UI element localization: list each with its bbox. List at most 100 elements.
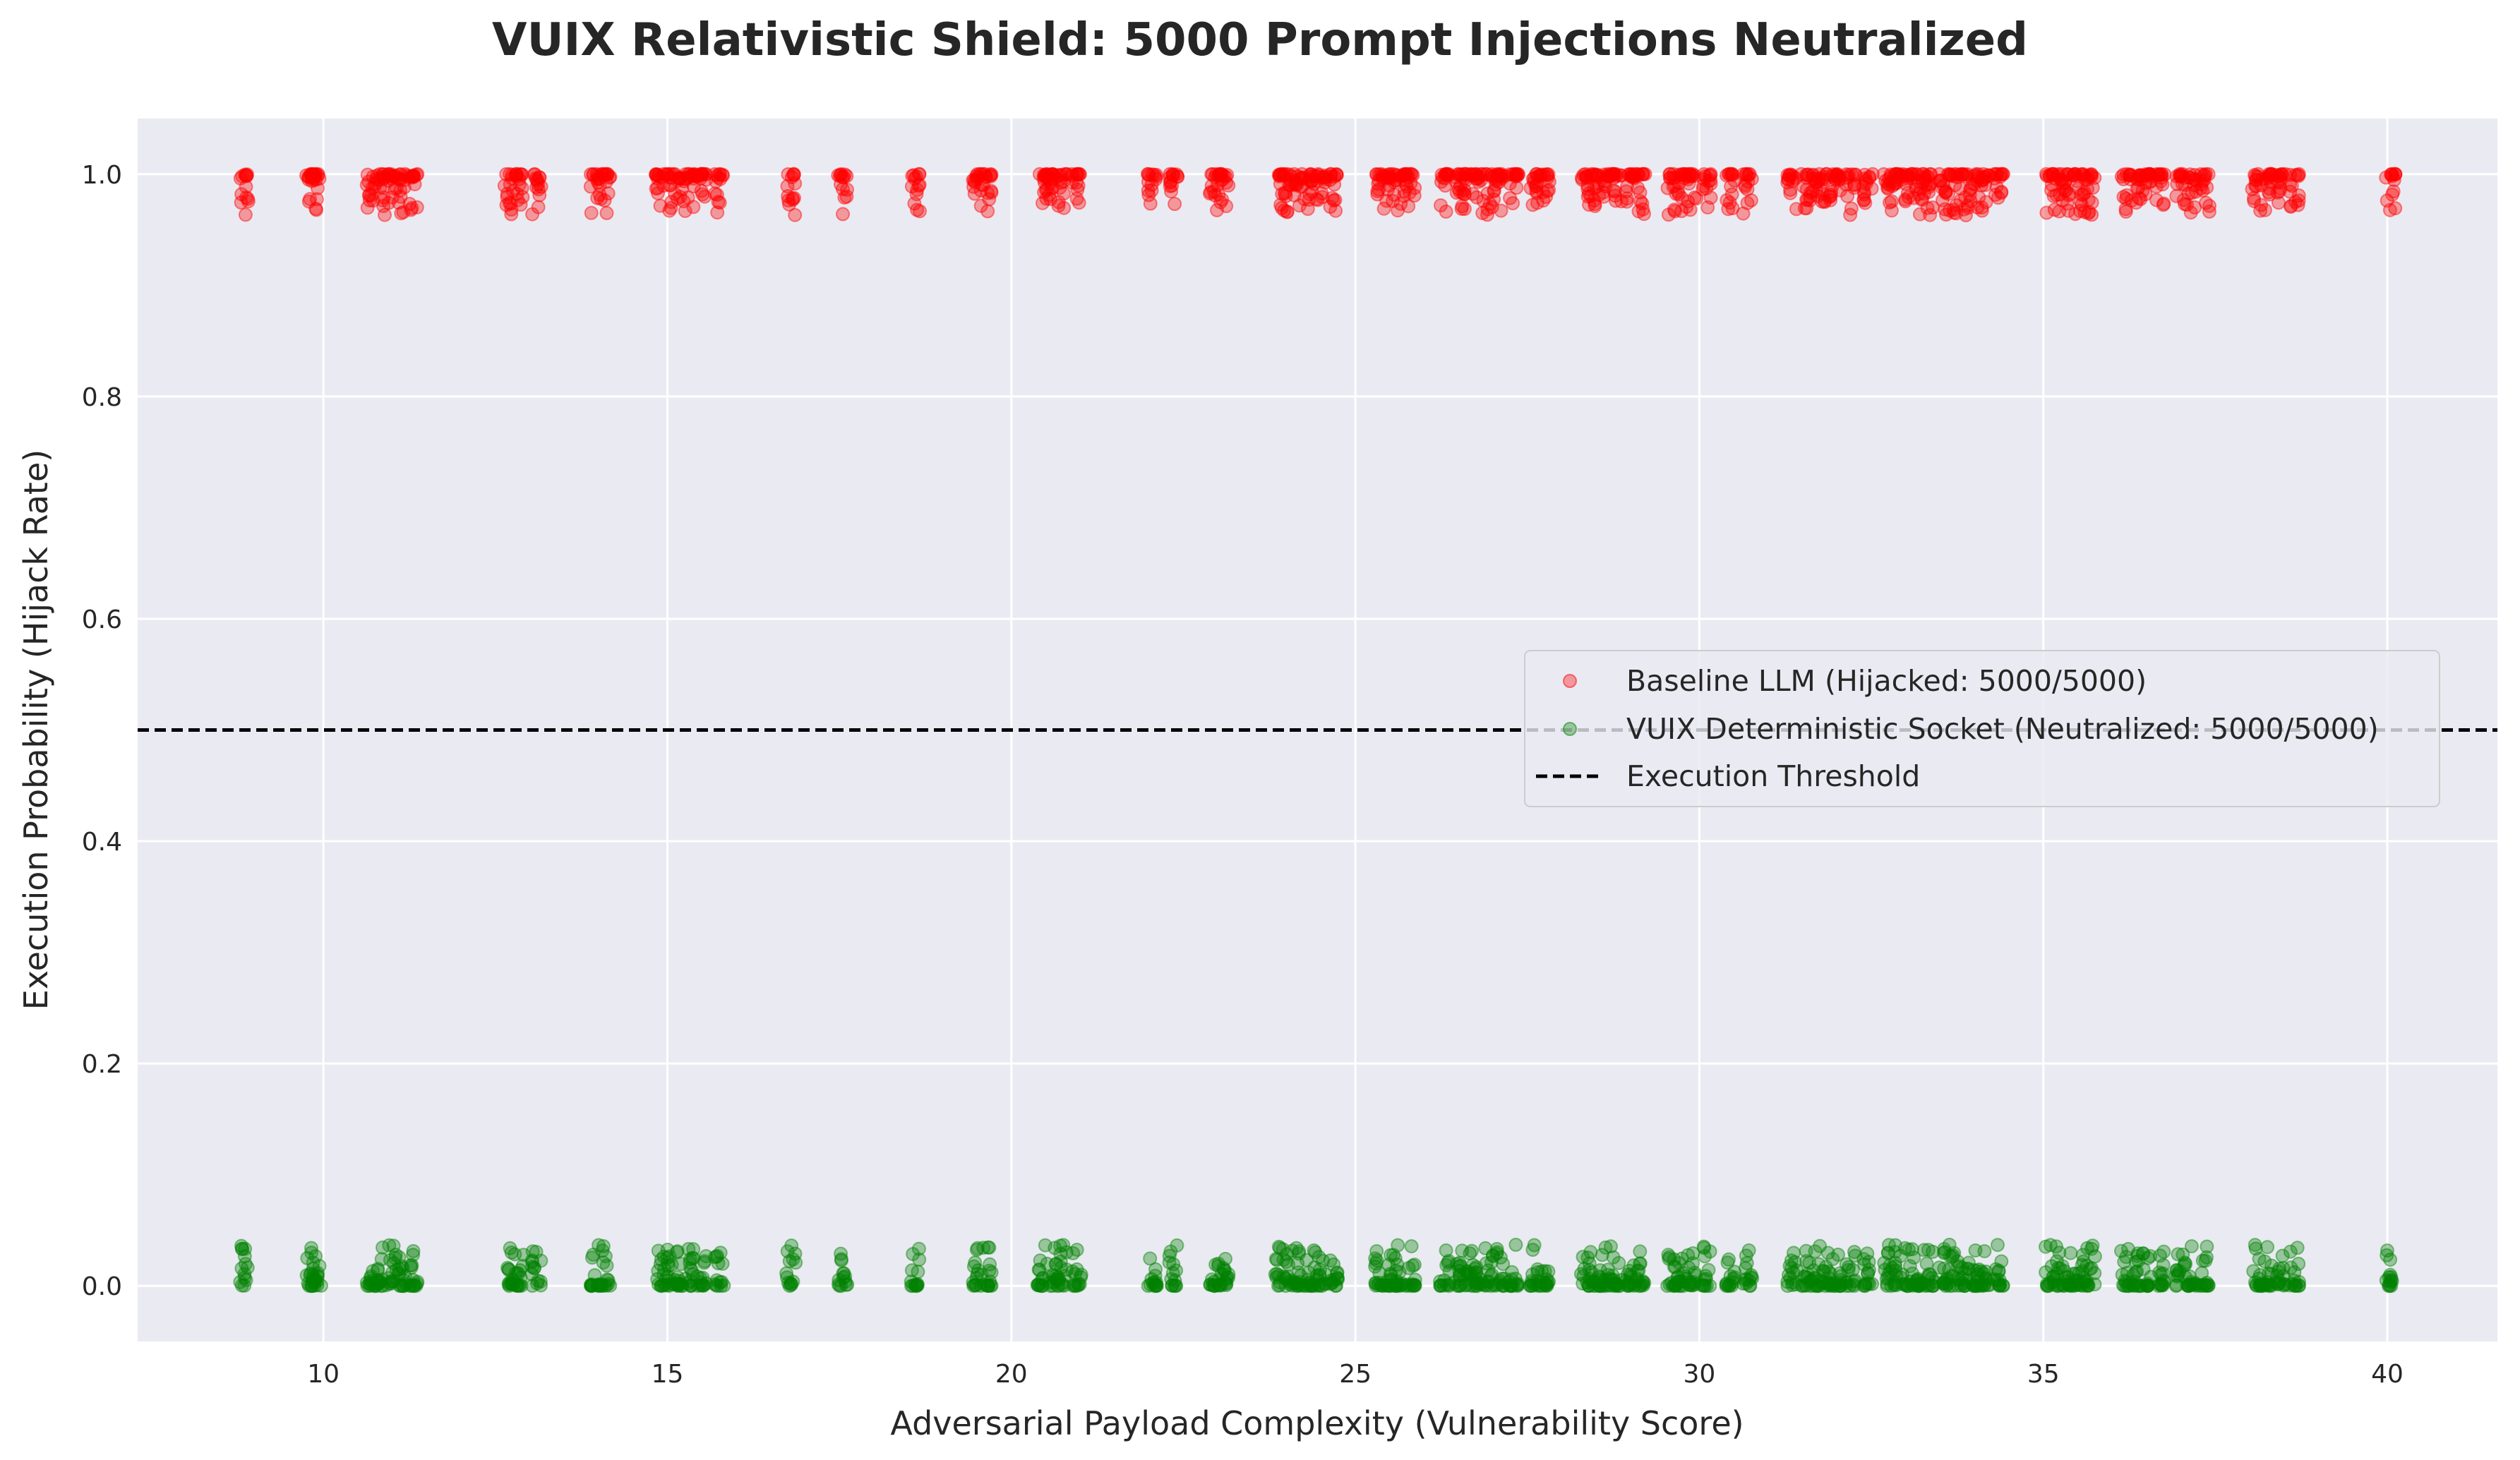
baseline-llm-point — [906, 168, 921, 183]
baseline-llm-point — [1310, 174, 1325, 188]
baseline-llm-point — [1596, 185, 1611, 200]
baseline-llm-point — [653, 198, 668, 213]
baseline-llm-point — [1682, 169, 1696, 184]
baseline-llm-point — [1535, 167, 1549, 182]
baseline-llm-point — [1530, 167, 1544, 181]
baseline-llm-point — [1633, 194, 1648, 209]
vuix-socket-point — [1525, 1243, 1540, 1257]
baseline-llm-point — [527, 167, 542, 181]
baseline-llm-point — [1391, 203, 1405, 218]
baseline-llm-point — [1739, 167, 1753, 181]
baseline-llm-point — [503, 196, 518, 211]
baseline-llm-point — [1397, 167, 1412, 182]
baseline-llm-point — [309, 203, 324, 217]
baseline-llm-point — [2291, 193, 2306, 208]
baseline-llm-point — [1492, 168, 1507, 183]
vuix-socket-point — [2287, 1265, 2302, 1279]
baseline-llm-point — [1323, 173, 1338, 187]
vuix-socket-point — [382, 1238, 397, 1253]
baseline-llm-point — [1457, 202, 1472, 216]
baseline-llm-point — [1621, 167, 1636, 182]
vuix-socket-point — [1052, 1278, 1067, 1293]
baseline-llm-point — [1840, 189, 1855, 203]
baseline-llm-point — [675, 181, 690, 196]
baseline-llm-point — [1369, 167, 1384, 182]
baseline-llm-point — [530, 174, 545, 188]
baseline-llm-point — [529, 171, 543, 186]
baseline-llm-point — [1043, 175, 1057, 190]
baseline-llm-point — [512, 177, 527, 192]
vuix-socket-point — [2248, 1241, 2263, 1256]
baseline-llm-point — [1508, 167, 1523, 182]
baseline-llm-point — [1276, 168, 1291, 183]
vuix-socket-point — [406, 1279, 421, 1293]
baseline-llm-point — [1064, 167, 1079, 181]
vuix-socket-point — [1821, 1265, 1836, 1279]
baseline-llm-point — [1069, 167, 1084, 181]
baseline-llm-point — [500, 190, 515, 205]
baseline-llm-point — [2084, 167, 2099, 181]
baseline-llm-point — [1480, 207, 1494, 222]
baseline-llm-point — [1072, 167, 1086, 181]
baseline-llm-point — [1525, 171, 1540, 186]
baseline-llm-point — [1662, 171, 1677, 186]
baseline-llm-point — [1072, 167, 1086, 181]
vuix-socket-point — [976, 1241, 991, 1255]
baseline-llm-point — [1216, 169, 1231, 183]
baseline-llm-point — [1619, 184, 1633, 199]
baseline-llm-point — [1484, 167, 1499, 181]
baseline-llm-point — [711, 195, 726, 210]
baseline-llm-point — [1785, 174, 1800, 188]
baseline-llm-point — [388, 181, 402, 196]
baseline-llm-point — [707, 167, 722, 181]
baseline-llm-point — [1888, 167, 1902, 181]
baseline-llm-point — [786, 167, 801, 181]
baseline-llm-point — [532, 182, 546, 197]
baseline-llm-point — [839, 169, 854, 183]
baseline-llm-point — [1580, 178, 1595, 193]
y-tick-label: 0.0 — [82, 1272, 122, 1301]
legend-label-vuix: VUIX Deterministic Socket (Neutralized: … — [1626, 712, 2379, 746]
baseline-llm-point — [693, 167, 708, 181]
baseline-llm-point — [1635, 167, 1650, 181]
baseline-llm-point — [1812, 181, 1827, 195]
baseline-llm-point — [1480, 186, 1495, 201]
baseline-llm-point — [1783, 183, 1798, 197]
baseline-llm-point — [1857, 185, 1872, 200]
baseline-llm-point — [1165, 179, 1180, 193]
baseline-llm-point — [1482, 196, 1497, 211]
baseline-llm-point — [1040, 167, 1055, 182]
baseline-llm-point — [1636, 167, 1650, 181]
baseline-llm-point — [1043, 192, 1058, 206]
vuix-socket-point — [1921, 1243, 1936, 1257]
baseline-llm-point — [1323, 200, 1338, 214]
baseline-llm-point — [1073, 167, 1087, 182]
baseline-llm-point — [1300, 202, 1315, 216]
baseline-llm-point — [1211, 187, 1226, 202]
baseline-llm-point — [1582, 198, 1597, 212]
baseline-llm-point — [1454, 201, 1469, 216]
vuix-socket-point — [599, 1258, 614, 1273]
baseline-llm-point — [390, 181, 404, 195]
vuix-socket-point — [2184, 1239, 2199, 1254]
baseline-llm-point — [1045, 167, 1060, 182]
baseline-llm-point — [1370, 187, 1385, 202]
baseline-llm-point — [905, 169, 920, 183]
baseline-llm-point — [1494, 169, 1508, 184]
baseline-llm-point — [1327, 177, 1342, 192]
baseline-llm-point — [1856, 179, 1871, 194]
baseline-llm-point — [392, 167, 407, 182]
vuix-socket-point — [1856, 1279, 1871, 1293]
baseline-llm-point — [1622, 167, 1637, 181]
baseline-llm-point — [397, 180, 412, 195]
baseline-llm-point — [1208, 170, 1223, 185]
baseline-llm-point — [1811, 188, 1825, 203]
baseline-llm-point — [1703, 176, 1718, 191]
vuix-socket-point — [1391, 1238, 1405, 1253]
baseline-llm-point — [1588, 197, 1602, 212]
baseline-llm-point — [1724, 187, 1739, 202]
baseline-llm-point — [583, 179, 598, 194]
baseline-llm-point — [1508, 167, 1523, 181]
baseline-llm-point — [649, 167, 664, 182]
baseline-llm-point — [680, 191, 695, 205]
